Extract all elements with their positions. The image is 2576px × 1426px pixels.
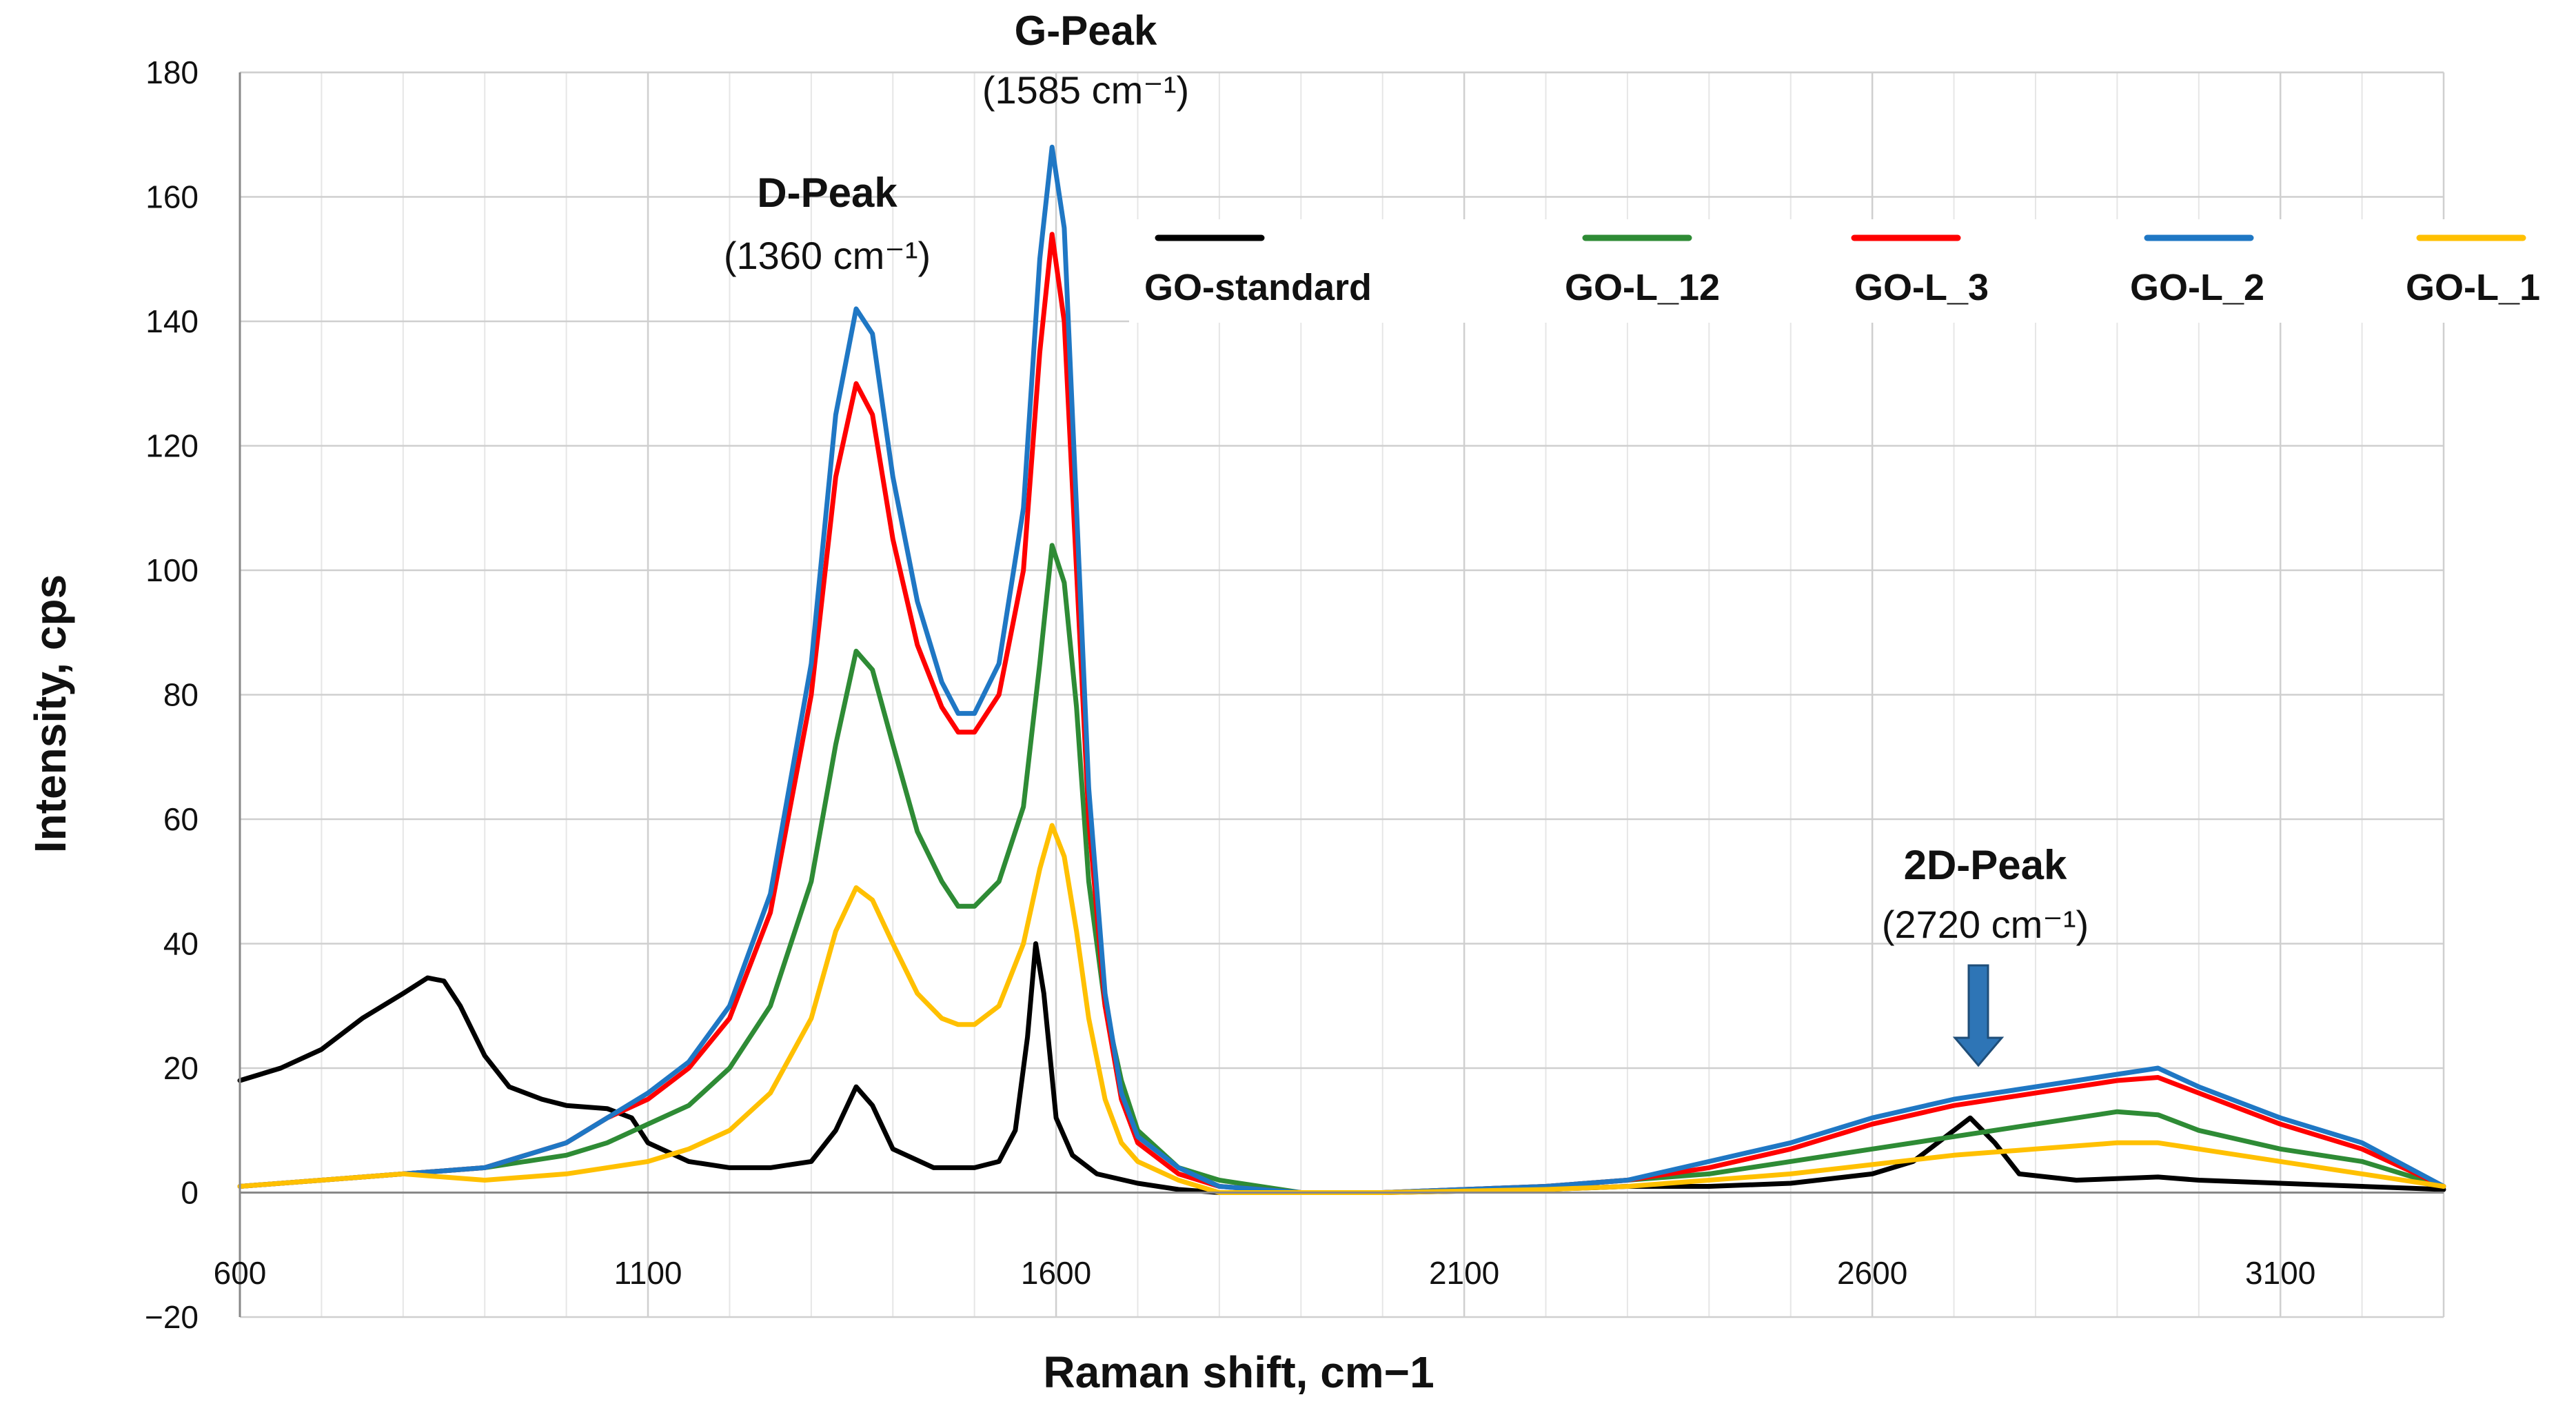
y-tick-label: 180 [145,54,199,90]
series-line-go-l-2 [237,144,2446,1195]
legend-label: GO-standard [1144,267,1372,308]
annotation-title: D-Peak [757,170,897,216]
x-tick-label: 1100 [614,1255,682,1291]
annotation-position-label: (2720 cm⁻¹) [1882,903,2089,946]
y-tick-label: −20 [145,1299,199,1335]
annotation-title: 2D-Peak [1904,842,2067,888]
x-tick-label: 600 [214,1255,267,1291]
x-tick-label: 1600 [1021,1255,1091,1291]
annotation-position-label: (1360 cm⁻¹) [724,234,931,277]
arrow-down-icon [1952,964,2005,1067]
legend-label: GO-L_12 [1565,267,1720,308]
legend-label: GO-L_2 [2130,267,2264,308]
y-tick-label: 140 [145,303,199,339]
annotation-position-label: (1585 cm⁻¹) [982,68,1189,112]
y-tick-label: 80 [163,677,199,713]
series-layer [237,144,2446,1195]
series-line-go-l-3 [237,232,2446,1195]
x-tick-label: 2100 [1429,1255,1499,1291]
series-line-go-standard [237,941,2446,1195]
y-tick-label: 100 [145,552,199,588]
annotations: G-Peak (1585 cm⁻¹) D-Peak (1360 cm⁻¹) 2D-Pea… [724,8,2089,1067]
legend: GO-standard GO-L_12 GO-L_3 GO-L_2 GO-L_1 [1129,219,2576,323]
y-tick-label: 60 [163,801,199,837]
y-axis-title: Intensity, cps [26,574,75,853]
y-tick-label: 20 [163,1050,199,1086]
x-tick-label: 2600 [1837,1255,1907,1291]
annotation-title: G-Peak [1015,8,1157,54]
axes: −20 0 20 40 60 80 100 120 140 160 180 600 1100 1600 21… [145,54,2444,1335]
x-axis-title: Raman shift, cm−1 [1043,1347,1434,1397]
x-tick-label: 3100 [2245,1255,2315,1291]
y-tick-label: 160 [145,179,199,215]
y-tick-label: 0 [181,1175,199,1211]
y-tick-label: 40 [163,926,199,962]
legend-label: GO-L_3 [1854,267,1989,308]
series-line-go-l-1 [237,823,2446,1195]
legend-label: GO-L_1 [2406,267,2540,308]
y-tick-label: 120 [145,428,199,464]
series-line-go-l-12 [237,543,2446,1195]
